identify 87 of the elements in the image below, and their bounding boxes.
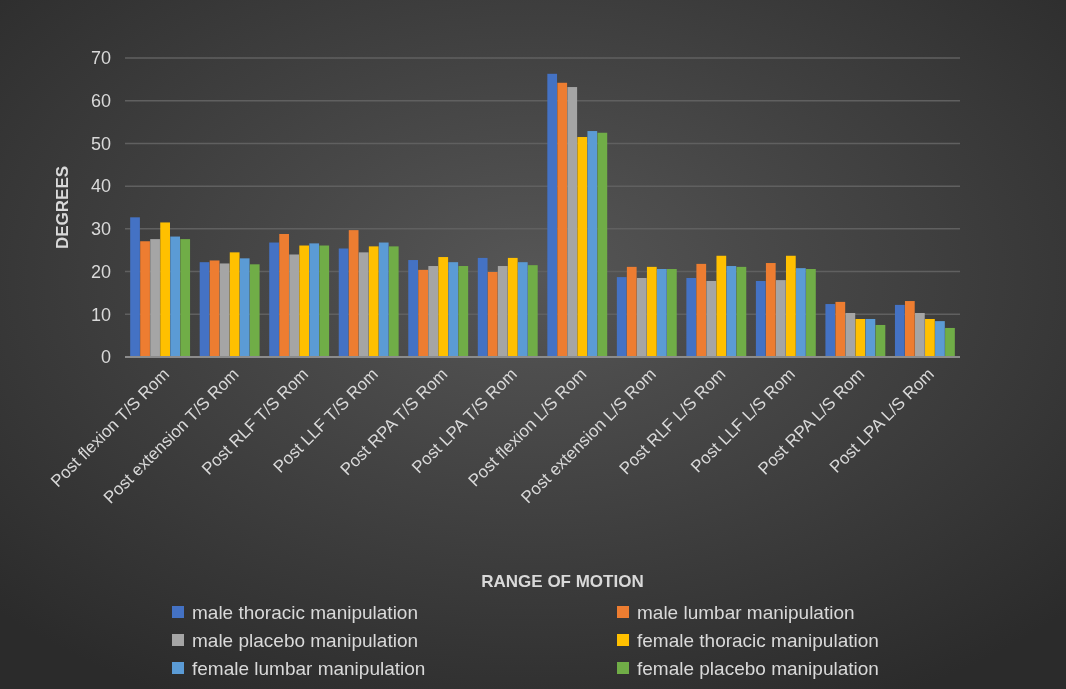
legend-label: female thoracic manipulation bbox=[637, 629, 879, 651]
bar bbox=[160, 222, 170, 357]
bar bbox=[219, 263, 230, 357]
bar bbox=[667, 269, 677, 357]
bar bbox=[527, 265, 538, 357]
bar bbox=[507, 257, 518, 357]
bar bbox=[487, 272, 498, 357]
bar bbox=[835, 301, 846, 357]
bar bbox=[229, 252, 240, 357]
bar bbox=[925, 318, 935, 357]
legend-label: male placebo manipulation bbox=[192, 629, 419, 651]
bar bbox=[458, 266, 469, 357]
bar bbox=[130, 217, 140, 357]
legend-label: male lumbar manipulation bbox=[637, 601, 855, 623]
y-tick-label: 30 bbox=[90, 219, 111, 240]
bar bbox=[806, 269, 816, 357]
bar bbox=[845, 313, 856, 357]
bar bbox=[418, 269, 429, 357]
bar bbox=[319, 245, 330, 357]
bar bbox=[935, 321, 945, 357]
bar bbox=[428, 266, 439, 357]
bar bbox=[199, 262, 210, 357]
legend-label: female lumbar manipulation bbox=[192, 657, 426, 679]
bar bbox=[358, 252, 369, 357]
bar bbox=[289, 254, 300, 357]
bar bbox=[279, 233, 289, 357]
bar bbox=[894, 304, 905, 357]
bar bbox=[517, 262, 528, 357]
bar bbox=[716, 255, 727, 357]
bar bbox=[557, 82, 568, 357]
bar bbox=[616, 277, 627, 357]
bar bbox=[775, 280, 786, 357]
bar bbox=[626, 266, 637, 357]
y-tick-label: 70 bbox=[90, 48, 111, 69]
bar bbox=[855, 318, 866, 357]
bar bbox=[825, 304, 836, 357]
bar bbox=[209, 260, 220, 357]
bar bbox=[904, 301, 915, 357]
y-tick-label: 0 bbox=[100, 347, 111, 368]
bar bbox=[597, 132, 608, 357]
bar bbox=[547, 73, 558, 357]
y-tick-label: 10 bbox=[90, 304, 111, 325]
bar bbox=[785, 255, 796, 357]
bar bbox=[299, 245, 310, 357]
bar bbox=[765, 263, 776, 357]
bar bbox=[140, 241, 150, 357]
bar bbox=[915, 313, 925, 357]
bar bbox=[945, 327, 955, 357]
bar bbox=[646, 266, 657, 357]
bar bbox=[239, 258, 250, 357]
bar bbox=[338, 248, 349, 357]
x-axis-title: RANGE OF MOTION bbox=[481, 572, 644, 591]
bar bbox=[309, 243, 320, 357]
bar bbox=[438, 257, 449, 357]
bar bbox=[388, 246, 399, 357]
bar bbox=[567, 87, 578, 357]
bar bbox=[348, 230, 359, 357]
bar bbox=[577, 137, 588, 357]
bar bbox=[150, 239, 160, 357]
y-axis-title: DEGREES bbox=[53, 165, 72, 250]
bar bbox=[497, 266, 508, 357]
bar bbox=[587, 131, 598, 357]
bar bbox=[865, 318, 876, 357]
bar bbox=[269, 242, 279, 357]
bar bbox=[477, 257, 488, 357]
bar bbox=[696, 263, 707, 357]
bar bbox=[796, 268, 806, 357]
y-tick-label: 40 bbox=[90, 176, 111, 197]
bar bbox=[170, 236, 181, 357]
bar bbox=[368, 246, 379, 357]
bar bbox=[378, 242, 389, 357]
bar bbox=[249, 264, 260, 357]
legend-label: female placebo manipulation bbox=[637, 657, 879, 679]
y-tick-label: 60 bbox=[90, 91, 111, 112]
bar bbox=[726, 266, 737, 357]
y-tick-label: 20 bbox=[90, 261, 111, 282]
bar bbox=[636, 277, 647, 357]
bar bbox=[656, 269, 667, 357]
bar bbox=[755, 280, 766, 357]
bar bbox=[448, 262, 459, 357]
bar bbox=[408, 260, 418, 357]
y-tick-label: 50 bbox=[90, 133, 111, 154]
legend-label: male thoracic manipulation bbox=[192, 601, 419, 623]
bar bbox=[736, 266, 747, 357]
bar bbox=[706, 280, 717, 357]
bar bbox=[686, 277, 697, 357]
bar bbox=[180, 239, 191, 357]
